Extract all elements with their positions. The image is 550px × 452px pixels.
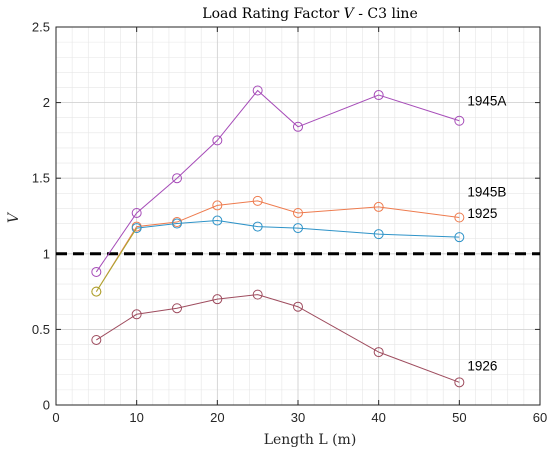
data-point-1945a	[373, 90, 384, 101]
extra-marker-line	[95, 227, 138, 292]
data-point-1925	[454, 232, 465, 243]
x-tick-label: 50	[452, 410, 466, 425]
y-axis-label: V	[6, 211, 22, 223]
series-line-1945a	[95, 89, 460, 273]
x-tick-label: 60	[533, 410, 547, 425]
data-point-1945a	[172, 173, 182, 184]
series-label-1926: 1926	[467, 358, 497, 373]
series-line-1926	[96, 294, 460, 383]
data-point-1945a	[212, 135, 223, 146]
data-point-1926	[212, 294, 223, 305]
data-point-1925	[293, 223, 303, 234]
data-point-1925	[252, 221, 263, 232]
x-axis-label: Length L (m)	[264, 432, 357, 448]
series-label-1945a: 1945A	[467, 94, 506, 109]
series-line-1925	[136, 220, 460, 238]
data-point-1925	[373, 229, 384, 240]
chart-title-suffix: - C3 line	[354, 6, 418, 22]
data-point-1945b	[293, 207, 303, 218]
data-point-1926	[293, 301, 303, 312]
x-tick-label: 0	[52, 410, 59, 425]
data-point-1926	[252, 289, 263, 300]
y-tick-label: 0	[43, 398, 50, 413]
data-point-1926	[91, 334, 102, 345]
x-tick-label: 20	[210, 410, 224, 425]
data-point-1945b	[373, 201, 384, 212]
x-tick-label: 10	[129, 410, 143, 425]
data-point-1926	[454, 377, 465, 388]
data-point-1945a	[454, 115, 465, 126]
data-point-1945a	[91, 266, 102, 277]
series-labels: 1945A 1945B 1925 1926	[467, 94, 506, 374]
series-line-1945b	[95, 200, 460, 292]
data-point-1926	[131, 309, 142, 320]
data-point-1945b	[212, 200, 223, 211]
data-point-1945a	[131, 207, 142, 218]
data-point-1925	[131, 223, 142, 234]
series-group	[56, 85, 540, 388]
axes: 0 10 20 30 40 50 60 0 0.5 1 1.5 2 2.5	[32, 20, 547, 426]
data-point-1945b	[454, 212, 465, 223]
y-tick-label: 1.5	[32, 171, 50, 186]
series-label-1945b: 1945B	[467, 185, 506, 200]
y-tick-label: 1	[43, 246, 50, 261]
data-point-1925	[172, 218, 182, 229]
extra-marker	[91, 286, 102, 297]
data-point-1926	[373, 347, 384, 358]
chart-title-prefix: Load Rating Factor	[202, 6, 343, 22]
data-point-1945a	[293, 121, 303, 132]
x-tick-label: 30	[291, 410, 305, 425]
data-point-1926	[172, 303, 182, 314]
chart-title-variable: V	[344, 6, 356, 22]
chart-title: Load Rating Factor V - C3 line	[202, 6, 417, 22]
data-point-1945a	[252, 85, 263, 96]
data-point-1925	[212, 215, 223, 226]
series-label-1925: 1925	[467, 206, 497, 221]
y-tick-label: 0.5	[32, 322, 50, 337]
data-point-1945b	[252, 195, 263, 206]
y-tick-label: 2	[43, 95, 50, 110]
y-tick-label: 2.5	[32, 20, 50, 35]
x-tick-label: 40	[371, 410, 385, 425]
